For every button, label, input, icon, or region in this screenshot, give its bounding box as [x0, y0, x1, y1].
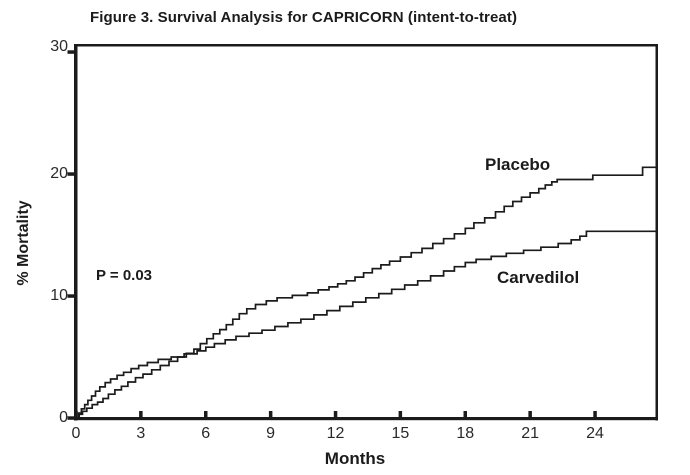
x-tick-label: 21: [521, 425, 540, 442]
x-tick: [268, 411, 273, 418]
x-tick: [204, 411, 208, 418]
curve-carvedilol: [76, 230, 658, 419]
x-tick-label: 3: [136, 425, 146, 442]
y-tick-label: 0: [59, 409, 68, 426]
y-tick: [67, 50, 77, 54]
y-tick-label: 10: [50, 287, 68, 304]
curve-label-placebo: Placebo: [485, 155, 551, 174]
curve-label-carvedilol: Carvedilol: [497, 268, 580, 287]
p-value-annotation: P = 0.03: [96, 267, 153, 284]
x-tick: [333, 411, 338, 418]
plot-right-border: [655, 44, 658, 421]
x-tick-label: 15: [391, 425, 410, 442]
x-tick-label: 9: [266, 425, 276, 442]
y-tick: [67, 172, 77, 176]
x-tick: [139, 411, 143, 418]
x-tick: [463, 411, 467, 418]
y-tick: [67, 416, 77, 420]
x-tick: [398, 411, 403, 418]
x-tick: [593, 411, 597, 418]
x-tick-label: 12: [326, 425, 345, 442]
x-axis-line: [74, 417, 658, 421]
x-tick-label: 24: [586, 425, 604, 442]
x-tick-label: 6: [201, 425, 211, 442]
x-axis-title: Months: [324, 449, 386, 468]
y-tick: [67, 294, 77, 298]
x-tick-label: 18: [456, 425, 475, 442]
x-tick: [528, 411, 532, 418]
curve-placebo: [76, 166, 658, 419]
y-axis-line: [74, 44, 78, 421]
y-tick-label: 20: [50, 165, 68, 182]
y-tick-label: 30: [50, 38, 68, 55]
x-tick: [74, 411, 78, 418]
chart-title: Figure 3. Survival Analysis for CAPRICOR…: [90, 9, 518, 26]
plot-top-border: [74, 44, 658, 47]
x-tick-label: 0: [71, 425, 81, 442]
